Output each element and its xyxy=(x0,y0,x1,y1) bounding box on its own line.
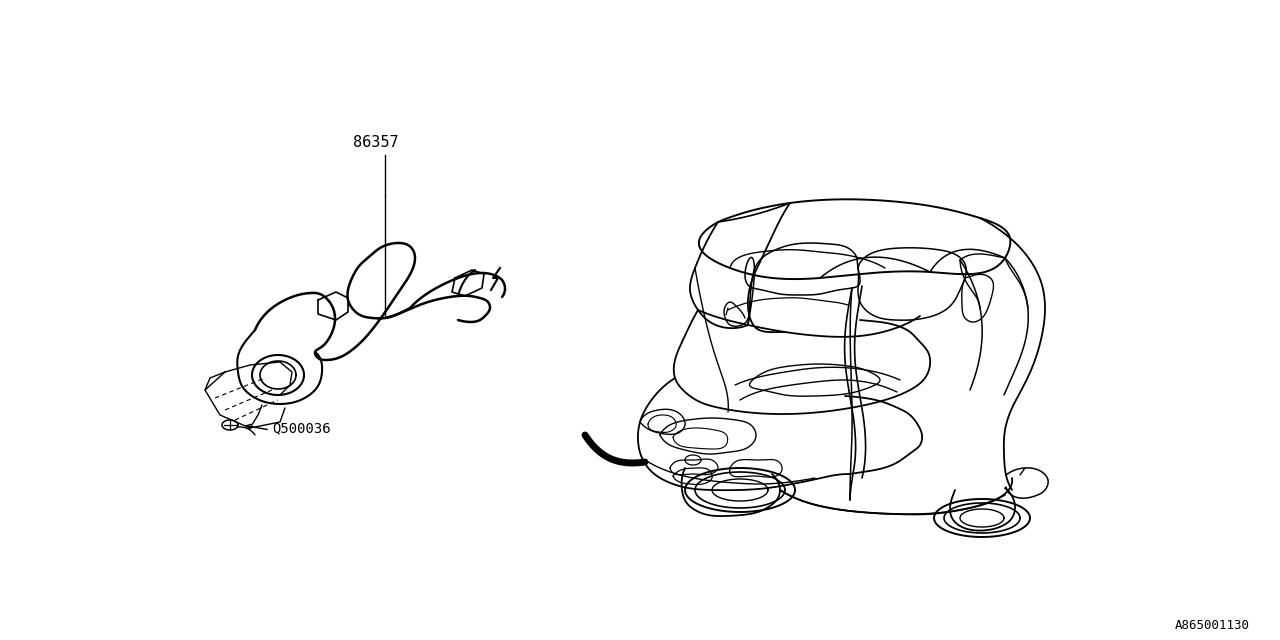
Text: Q500036: Q500036 xyxy=(273,421,330,435)
Text: A865001130: A865001130 xyxy=(1175,619,1251,632)
Text: 86357: 86357 xyxy=(353,135,398,150)
